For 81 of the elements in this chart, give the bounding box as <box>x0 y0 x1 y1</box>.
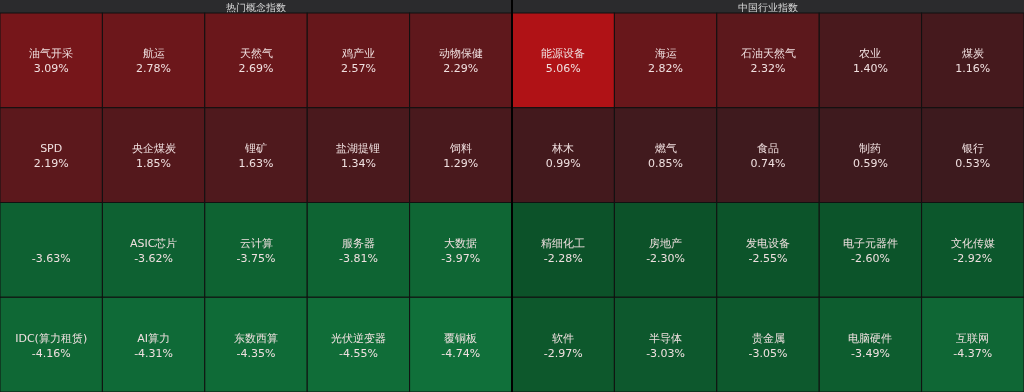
category-label: 天然气 <box>239 47 273 61</box>
category-label: 发电设备 <box>746 236 790 250</box>
category-label: 食品 <box>757 142 779 156</box>
category-label: 电子元器件 <box>842 236 898 250</box>
data-label: 2.32% <box>750 62 786 76</box>
data-label: 1.16% <box>955 62 991 76</box>
category-label: 动物保健 <box>438 47 483 61</box>
category-label: 覆铜板 <box>444 331 478 345</box>
data-label: -4.74% <box>441 346 481 360</box>
data-label: -2.97% <box>543 346 583 360</box>
category-label: AI算力 <box>137 331 170 345</box>
category-label: IDC(算力租赁) <box>15 331 88 345</box>
category-label: 油气开采 <box>29 47 74 61</box>
data-label: 5.06% <box>545 62 581 76</box>
category-label: 东数西算 <box>234 331 278 345</box>
category-label: 文化传媒 <box>950 236 995 250</box>
category-label: 房地产 <box>649 236 683 250</box>
data-label: -3.62% <box>134 251 174 265</box>
data-label: 2.57% <box>340 62 376 76</box>
text: 热门概念指数 <box>226 1 286 13</box>
category-label: SPD <box>40 142 63 156</box>
category-label: 精细化工 <box>541 236 586 250</box>
category-label: 锂矿 <box>244 142 267 156</box>
data-label: 0.59% <box>852 157 888 171</box>
data-label: -2.92% <box>953 251 993 265</box>
data-label: 2.82% <box>648 62 684 76</box>
category-label: 央企煤炭 <box>131 142 176 156</box>
data-label: 1.63% <box>238 157 274 171</box>
data-label: -3.05% <box>748 346 788 360</box>
data-label: -2.55% <box>748 251 788 265</box>
category-label: 燃气 <box>654 142 677 156</box>
category-label: 制药 <box>859 142 882 156</box>
category-label: 贵金属 <box>751 331 785 345</box>
data-label: 0.74% <box>750 157 786 171</box>
data-label: 1.40% <box>852 62 888 76</box>
data-label: -4.55% <box>338 346 378 360</box>
category-label: 服务器 <box>341 236 375 250</box>
data-label: 0.99% <box>545 157 581 171</box>
category-label: 软件 <box>552 331 575 345</box>
data-label: 0.85% <box>648 157 684 171</box>
data-label: -4.16% <box>31 346 71 360</box>
category-label: 光伏逆变器 <box>330 331 386 345</box>
category-label: 大数据 <box>444 236 478 250</box>
data-label: -3.81% <box>338 251 378 265</box>
category-label: ASIC芯片 <box>129 236 178 250</box>
category-label: 饲料 <box>448 142 472 156</box>
data-label: 1.34% <box>340 157 376 171</box>
category-label: 海运 <box>654 47 677 61</box>
data-label: -4.37% <box>953 346 993 360</box>
category-label: 林木 <box>551 142 575 156</box>
data-label: -2.30% <box>646 251 686 265</box>
category-label: 银行 <box>960 142 984 156</box>
data-label: -4.35% <box>236 346 276 360</box>
category-label: 石油天然气 <box>740 47 796 61</box>
category-label: 能源设备 <box>541 47 586 61</box>
data-label: -3.49% <box>850 346 890 360</box>
data-label: 1.29% <box>443 157 479 171</box>
data-label: 3.09% <box>33 62 69 76</box>
category-label: 农业 <box>859 47 882 61</box>
data-label: 2.29% <box>443 62 479 76</box>
category-label: 航运 <box>142 47 165 61</box>
data-label: 2.78% <box>136 62 172 76</box>
data-label: -4.31% <box>134 346 174 360</box>
data-label: 2.69% <box>238 62 274 76</box>
category-label: 半导体 <box>649 331 683 345</box>
data-label: -3.03% <box>646 346 686 360</box>
data-label: -2.28% <box>543 251 583 265</box>
data-label: 2.19% <box>33 157 69 171</box>
category-label: 电脑硬件 <box>848 331 893 345</box>
data-label: -3.97% <box>441 251 481 265</box>
category-label: 煤炭 <box>961 47 984 61</box>
data-label: -3.63% <box>31 251 71 265</box>
category-label: 鸡产业 <box>340 47 375 61</box>
data-label: 1.85% <box>136 157 172 171</box>
category-label: 云计算 <box>239 236 273 250</box>
data-label: 0.53% <box>955 157 991 171</box>
category-label: 盐湖提锂 <box>336 142 381 156</box>
data-label: -2.60% <box>850 251 890 265</box>
text: 中国行业指数 <box>738 1 798 13</box>
data-label: -3.75% <box>236 251 276 265</box>
category-label: 互联网 <box>956 331 990 345</box>
